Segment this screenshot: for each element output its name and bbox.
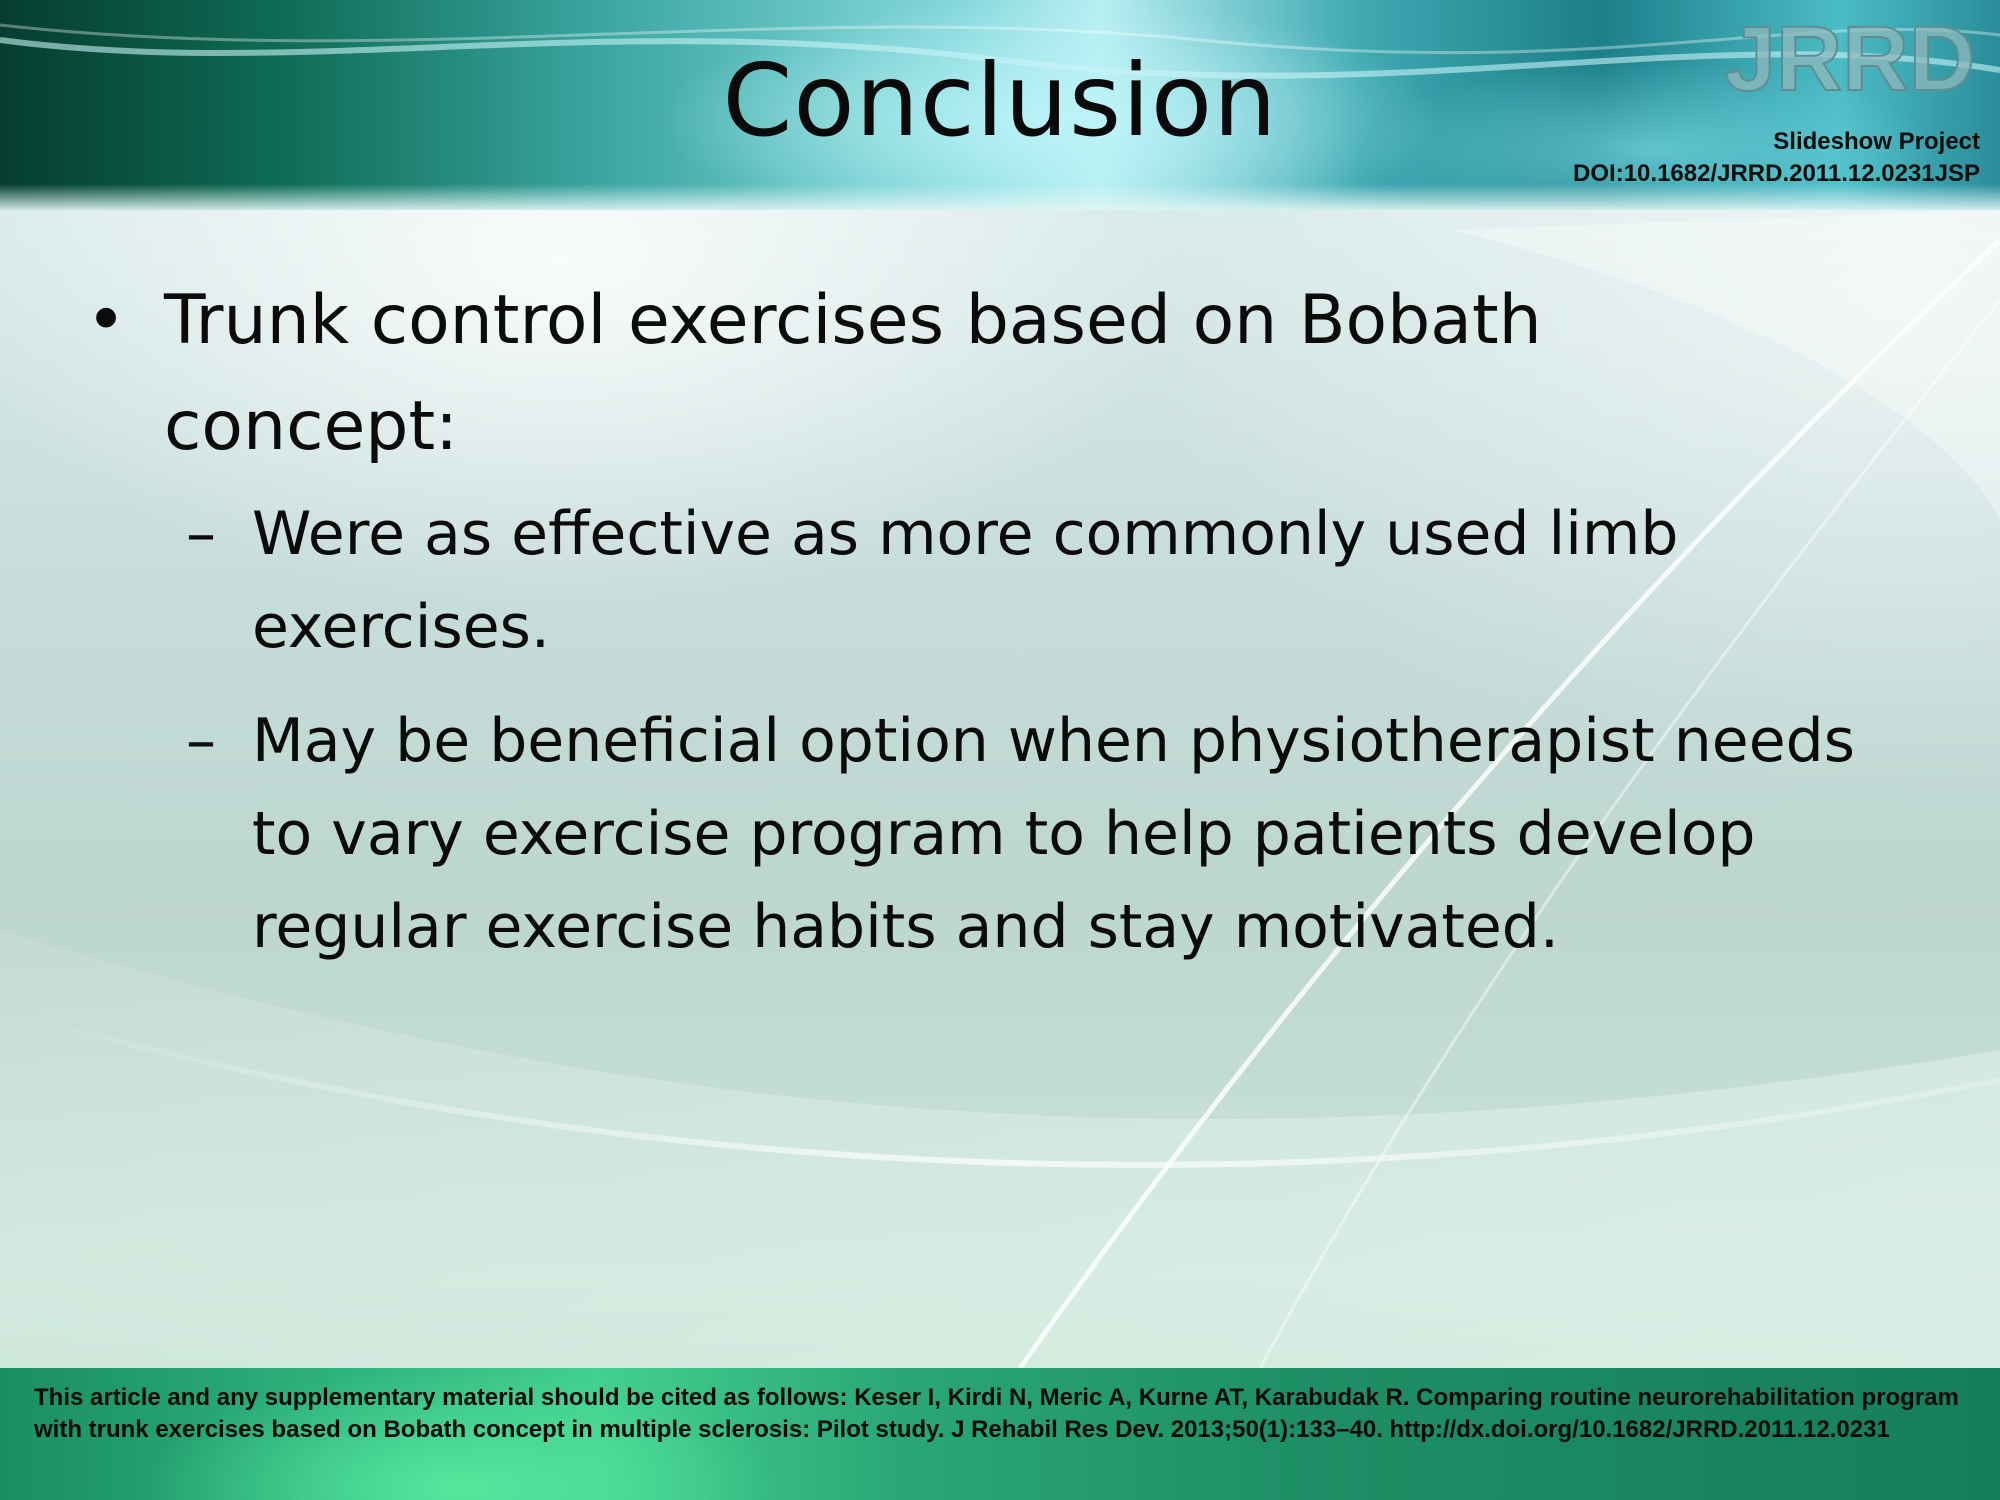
logo-text: JRRD <box>1725 10 1975 100</box>
sub-bullet-marker: – <box>186 499 216 569</box>
sub-bullet-text: May be beneficial option when physiother… <box>252 706 1855 962</box>
sub-bullet-marker: – <box>186 706 216 776</box>
bullet-marker: • <box>86 281 127 360</box>
project-label: Slideshow Project <box>1773 128 1980 155</box>
slide-title: Conclusion <box>722 42 1278 159</box>
bullet-text: Trunk control exercises based on Bobath … <box>164 281 1542 466</box>
citation-text: This article and any supplementary mater… <box>34 1384 1959 1443</box>
sub-bullet-text: Were as effective as more commonly used … <box>252 499 1679 662</box>
header-wave <box>0 23 2000 79</box>
header-band <box>0 0 2000 210</box>
project-info: Slideshow Project DOI:10.1682/JRRD.2011.… <box>1573 126 1980 190</box>
doi-label: DOI:10.1682/JRRD.2011.12.0231JSP <box>1573 160 1980 187</box>
jrrd-logo: JRRD <box>1724 10 1976 100</box>
footer-band <box>0 1368 2000 1500</box>
